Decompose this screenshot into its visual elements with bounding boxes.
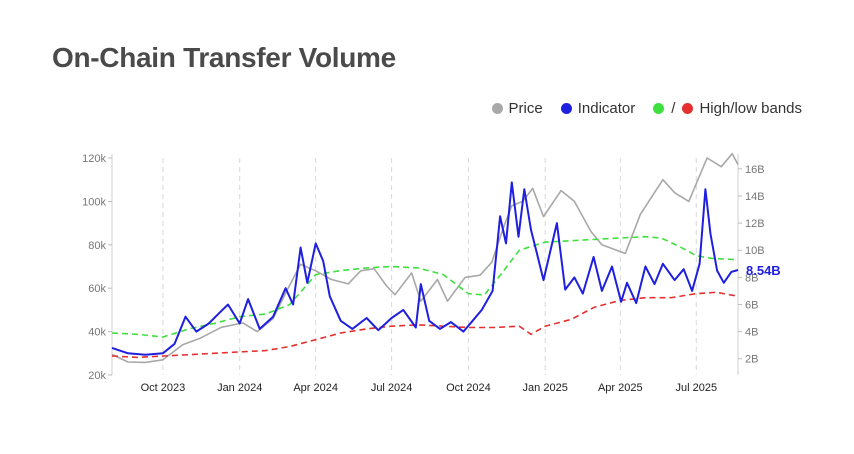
y-left-tick-label: 100k <box>82 196 106 208</box>
y-right-tick-label: 2B <box>745 354 758 366</box>
x-tick-label: Oct 2023 <box>141 382 186 394</box>
legend-price-dot-icon <box>491 103 503 114</box>
x-tick-label: Apr 2025 <box>598 382 643 394</box>
y-right-tick-label: 12B <box>745 218 765 230</box>
chart-title: On-Chain Transfer Volume <box>52 42 396 73</box>
y-right-tick-label: 16B <box>745 164 765 176</box>
x-tick-label: Oct 2024 <box>446 382 491 394</box>
y-right-tick-label: 4B <box>745 327 758 339</box>
y-left-tick-label: 60k <box>88 283 106 295</box>
legend-bands-separator: / <box>671 100 676 117</box>
current-value-label: 8.54B <box>746 263 781 278</box>
legend-item-bands[interactable]: / High/low bands <box>653 100 802 117</box>
series-line-indicator <box>111 181 739 356</box>
chart-legend: Price Indicator / High/low bands <box>491 100 802 117</box>
legend-indicator-dot-icon <box>560 103 572 114</box>
legend-price-label: Price <box>508 100 543 117</box>
y-left-tick-label: 20k <box>88 370 106 382</box>
legend-item-price[interactable]: Price <box>491 100 543 117</box>
legend-bands-label: High/low bands <box>699 100 802 117</box>
x-tick-label: Jul 2025 <box>675 382 717 394</box>
series-line-price <box>111 152 739 364</box>
x-tick-label: Jul 2024 <box>371 382 413 394</box>
y-left-tick-label: 120k <box>82 153 106 165</box>
x-tick-label: Apr 2024 <box>293 382 338 394</box>
y-left-tick-label: 40k <box>88 327 106 339</box>
series-line-high-band <box>111 235 739 338</box>
x-tick-label: Jan 2024 <box>217 382 262 394</box>
y-right-tick-label: 6B <box>745 299 758 311</box>
y-right-tick-label: 10B <box>745 245 765 257</box>
legend-high-band-dot-icon <box>653 103 665 114</box>
legend-indicator-label: Indicator <box>577 100 636 117</box>
legend-item-indicator[interactable]: Indicator <box>560 100 636 117</box>
y-left-tick-label: 80k <box>88 240 106 252</box>
y-right-tick-label: 14B <box>745 191 765 203</box>
y-right-tick-label: 8B <box>745 272 758 284</box>
x-tick-label: Jan 2025 <box>523 382 568 394</box>
legend-low-band-dot-icon <box>682 103 694 114</box>
